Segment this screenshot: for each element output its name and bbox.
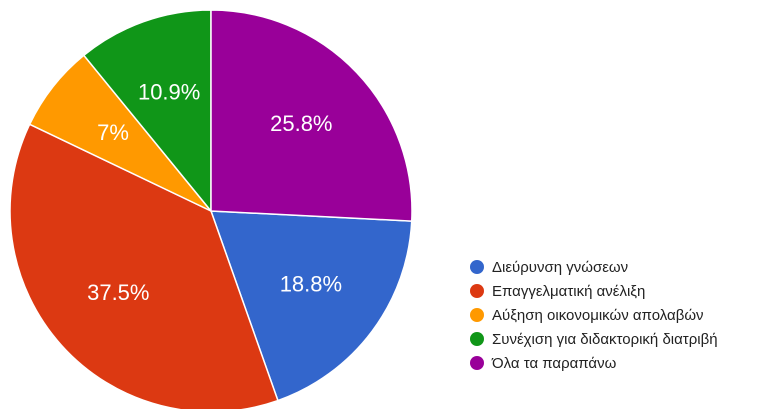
value-label: 25.8% xyxy=(270,111,332,136)
value-label: 10.9% xyxy=(138,79,200,104)
pie-slice xyxy=(210,9,413,222)
value-label: 37.5% xyxy=(87,280,149,305)
legend-marker xyxy=(470,332,484,346)
legend-label: Επαγγελματική ανέλιξη xyxy=(492,283,645,300)
legend-marker xyxy=(470,260,484,274)
legend-marker xyxy=(470,308,484,322)
legend-label: Συνέχιση για διδακτορική διατριβή xyxy=(492,331,718,348)
legend-marker xyxy=(470,284,484,298)
value-label: 18.8% xyxy=(280,271,342,296)
legend-label: Όλα τα παραπάνω xyxy=(491,355,617,372)
legend-label: Αύξηση οικονομικών απολαβών xyxy=(492,307,704,324)
legend-marker xyxy=(470,356,484,370)
pie-slice xyxy=(82,9,212,214)
pie-slice xyxy=(9,123,279,409)
value-label: 7% xyxy=(97,120,129,145)
legend-label: Διεύρυνση γνώσεων xyxy=(492,259,628,276)
